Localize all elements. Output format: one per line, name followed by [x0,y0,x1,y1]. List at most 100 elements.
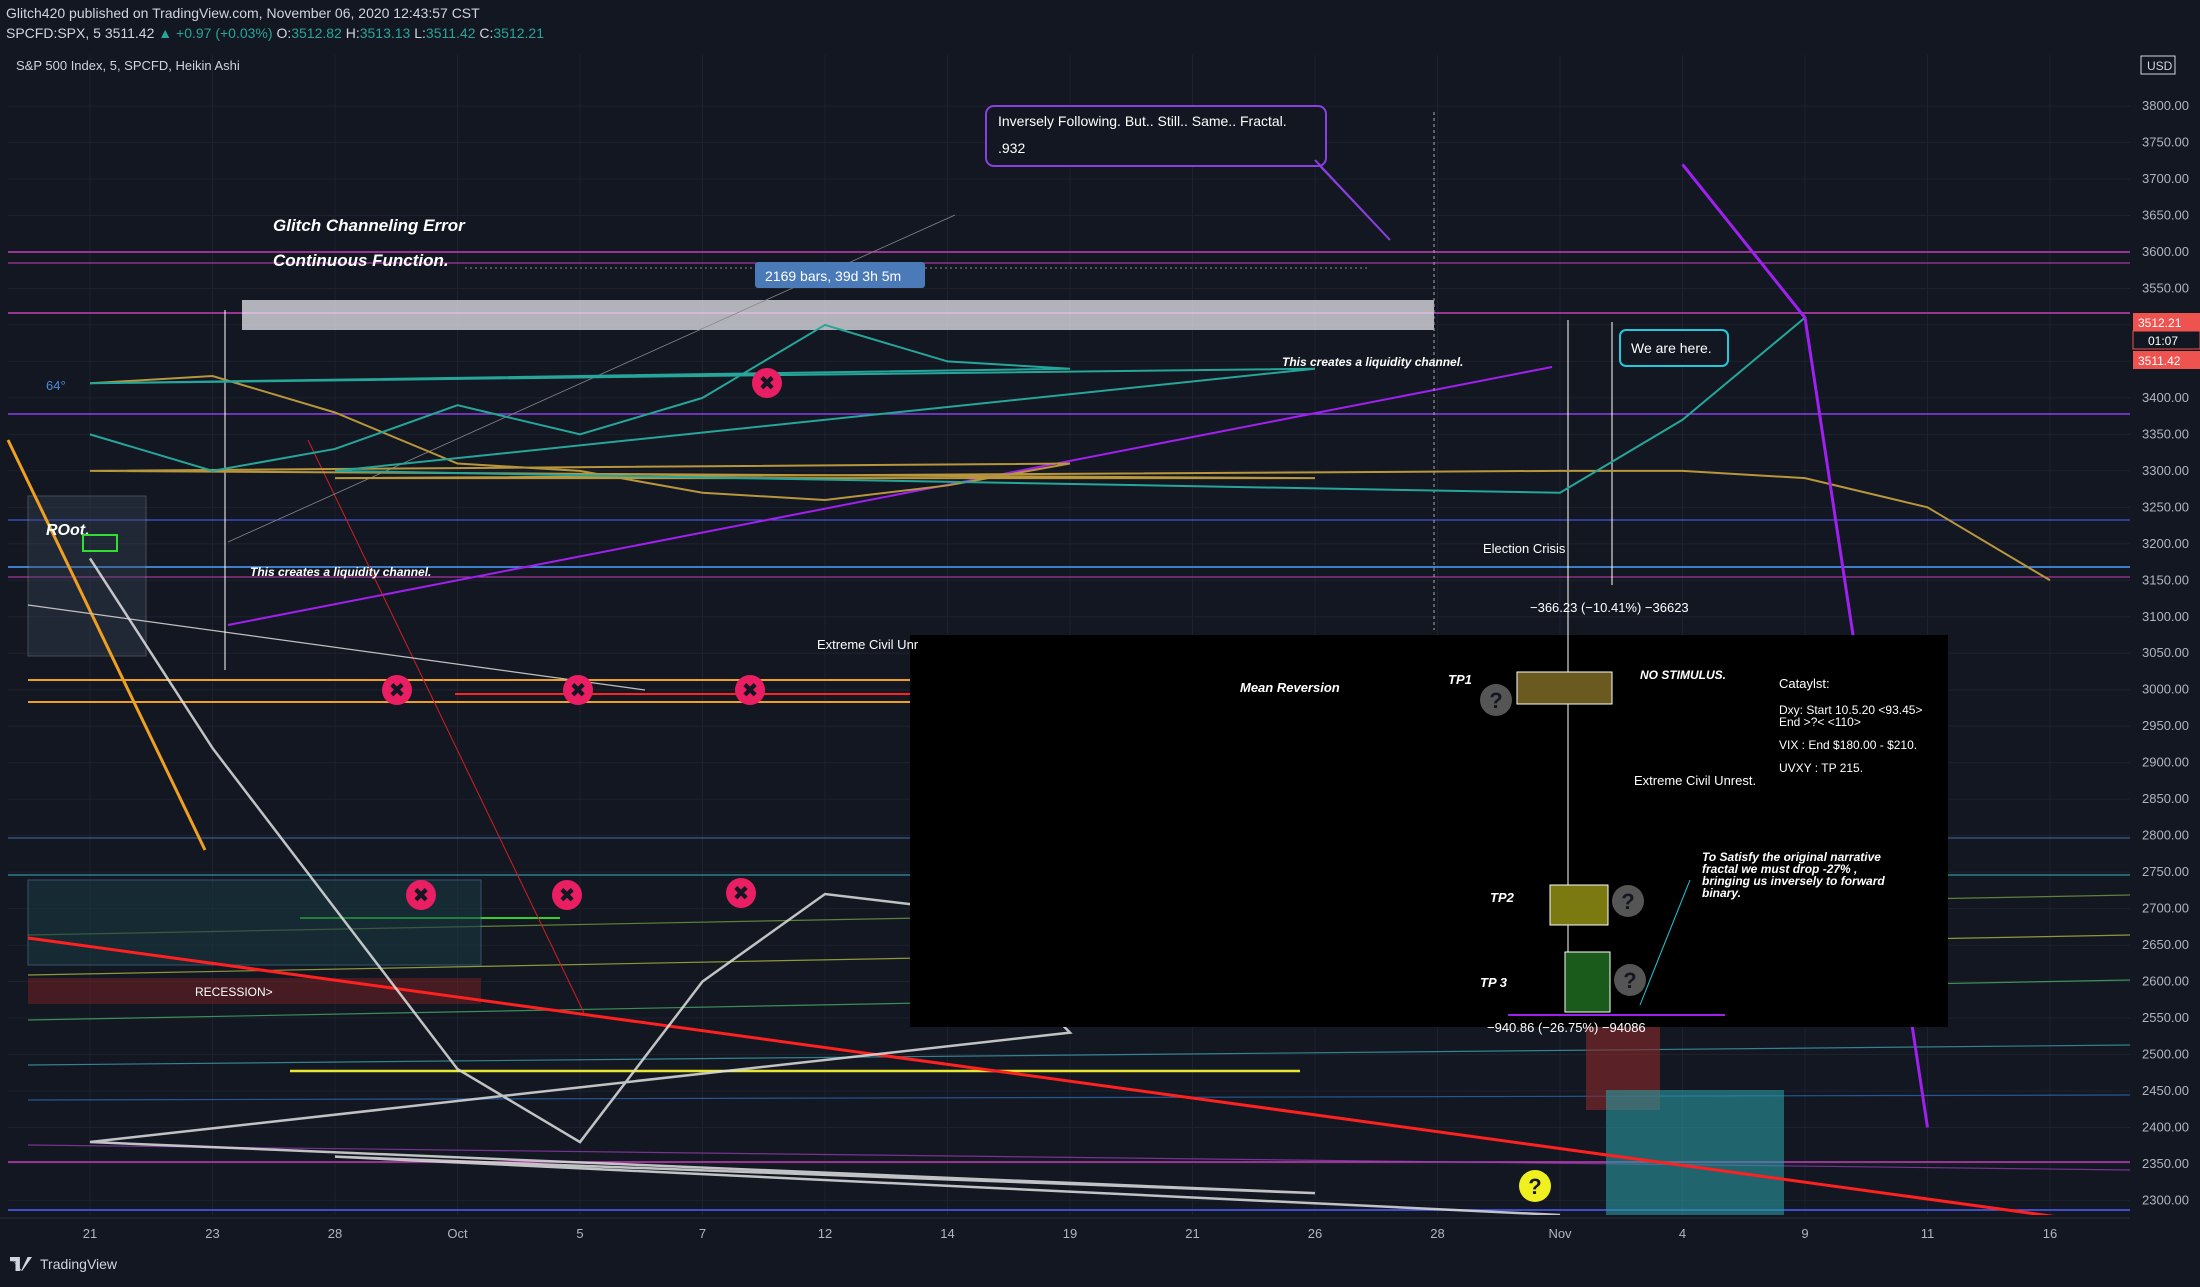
series-moving-average [89,374,2051,582]
callout-we-are-here-label: We are here. [1631,340,1712,356]
angle-label: 64° [46,378,66,393]
y-tick-label: 2900.00 [2142,755,2189,770]
y-tick-label: 2650.00 [2142,937,2189,952]
x-tick-label: Nov [1548,1226,1572,1241]
zone-box [27,879,482,966]
narrative-line-1: To Satisfy the original narrative [1702,850,1881,864]
grey-trendline [27,604,646,691]
drop-zone-cyan [1606,1090,1784,1215]
price-tag-low-label: 3511.42 [2138,354,2181,368]
root-label: ROot. [46,522,90,539]
measure-label-1: −366.23 (−10.41%) −36623 [1530,600,1689,615]
price-tag-countdown [2132,330,2200,350]
price-tag-countdown-label: 01:07 [2148,334,2178,348]
y-tick-label: 3650.00 [2142,208,2189,223]
callout-fractal-pointer [1314,159,1391,241]
x-marker-glyph: ✖ [413,883,430,907]
callout-we-are-here [1619,329,1729,367]
question-marker-glyph: ? [1489,688,1502,713]
orange-trendline [6,439,207,851]
x-tick-label: 9 [1801,1226,1808,1241]
y-tick-label: 3600.00 [2142,244,2189,259]
y-tick-label: 3050.00 [2142,645,2189,660]
publisher-line: Glitch420 published on TradingView.com, … [6,5,480,21]
x-tick-label: Oct [447,1226,468,1241]
y-tick-label: 3250.00 [2142,499,2189,514]
catalyst-title: Cataylst: [1779,676,1830,691]
tp1-box [1516,671,1613,705]
catalyst-dxy: Dxy: Start 10.5.20 <93.45> [1779,703,1922,717]
y-tick-label: 3750.00 [2142,135,2189,150]
liquidity-note-left: This creates a liquidity channel. [250,565,431,579]
y-tick-label: 3800.00 [2142,98,2189,113]
y-tick-label: 3150.00 [2142,572,2189,587]
liquidity-note-right: This creates a liquidity channel. [1282,355,1463,369]
time-axis: 21 23 28 Oct 5 7 12 14 19 21 26 28 Nov 4 9 11 16 [83,1226,2057,1241]
x-marker-glyph: ✖ [389,678,406,702]
narrative-line-2: fractal we must drop -27% , [1702,862,1857,876]
x-marker-icon [406,880,436,910]
x-tick-label: 12 [818,1226,832,1241]
civil-unrest-partial-label: Extreme Civil Unr [817,637,919,652]
mean-reversion-label: Mean Reversion [1240,680,1340,695]
question-marker-icon [1612,885,1644,917]
footer[interactable]: TradingView [10,1256,117,1272]
x-tick-label: 19 [1063,1226,1077,1241]
price-tag-current [2133,313,2200,331]
y-tick-label: 2500.00 [2142,1046,2189,1061]
annotation-panel [910,635,1948,1027]
fan-line [27,1044,2130,1066]
x-tick-label: 23 [205,1226,219,1241]
price-tag-current-label: 3512.21 [2138,316,2182,330]
question-marker-glyph: ? [1528,1174,1541,1199]
y-tick-label: 2950.00 [2142,718,2189,733]
x-marker-glyph: ✖ [570,678,587,702]
x-tick-label: 4 [1679,1226,1686,1241]
y-tick-label: 3000.00 [2142,682,2189,697]
callout-fractal-line1: Inversely Following. But.. Still.. Same.… [998,113,1287,129]
y-tick-label: 2450.00 [2142,1083,2189,1098]
x-tick-label: 28 [1430,1226,1444,1241]
x-marker-glyph: ✖ [759,371,776,395]
tradingview-logo-icon [10,1257,32,1271]
election-crisis-label: Election Crisis [1483,541,1566,556]
series-fractal-overlay [88,557,1561,1215]
tp2-box [1549,884,1609,926]
price-change: ▲ +0.97 (+0.03%) [158,25,273,41]
x-marker-icon [382,675,412,705]
y-tick-label: 2550.00 [2142,1010,2189,1025]
y-tick-label: 3100.00 [2142,609,2189,624]
tp2-label: TP2 [1490,890,1515,905]
ohlc-high: 3513.13 [359,25,411,41]
y-tick-label: 2300.00 [2142,1192,2189,1207]
y-tick-label: 2850.00 [2142,791,2189,806]
question-marker-glyph: ? [1623,968,1636,993]
note-continuous-function: Continuous Function. [273,251,449,270]
x-marker-glyph: ✖ [733,881,750,905]
bars-badge-label: 2169 bars, 39d 3h 5m [765,268,901,284]
ohlc-close: 3512.21 [493,25,544,41]
chart-title: S&P 500 Index, 5, SPCFD, Heikin Ashi [16,58,240,73]
symbol-label: SPCFD:SPX, 5 [6,25,101,41]
catalyst-uvxy: UVXY : TP 215. [1779,761,1863,775]
price-axis: 2300.00 2350.00 2400.00 2450.00 2500.00 2550.… [2142,98,2189,1207]
x-marker-glyph: ✖ [559,883,576,907]
question-marker-icon [1480,684,1512,716]
fan-line [27,1094,2130,1101]
y-tick-label: 2700.00 [2142,901,2189,916]
price-tag-low [2133,351,2200,369]
y-tick-label: 3200.00 [2142,536,2189,551]
tp3-label: TP 3 [1480,975,1508,990]
question-marker-icon [1614,964,1646,996]
callout-fractal [985,105,1327,167]
y-tick-label: 2400.00 [2142,1119,2189,1134]
x-tick-label: 28 [328,1226,342,1241]
catalyst-dxy-end: End >?< <110> [1779,715,1861,729]
x-tick-label: 21 [1185,1226,1199,1241]
catalyst-vix: VIX : End $180.00 - $210. [1779,738,1917,752]
x-marker-icon [552,880,582,910]
currency-badge [2140,55,2176,75]
tp1-label: TP1 [1448,672,1472,687]
x-marker-icon [563,675,593,705]
